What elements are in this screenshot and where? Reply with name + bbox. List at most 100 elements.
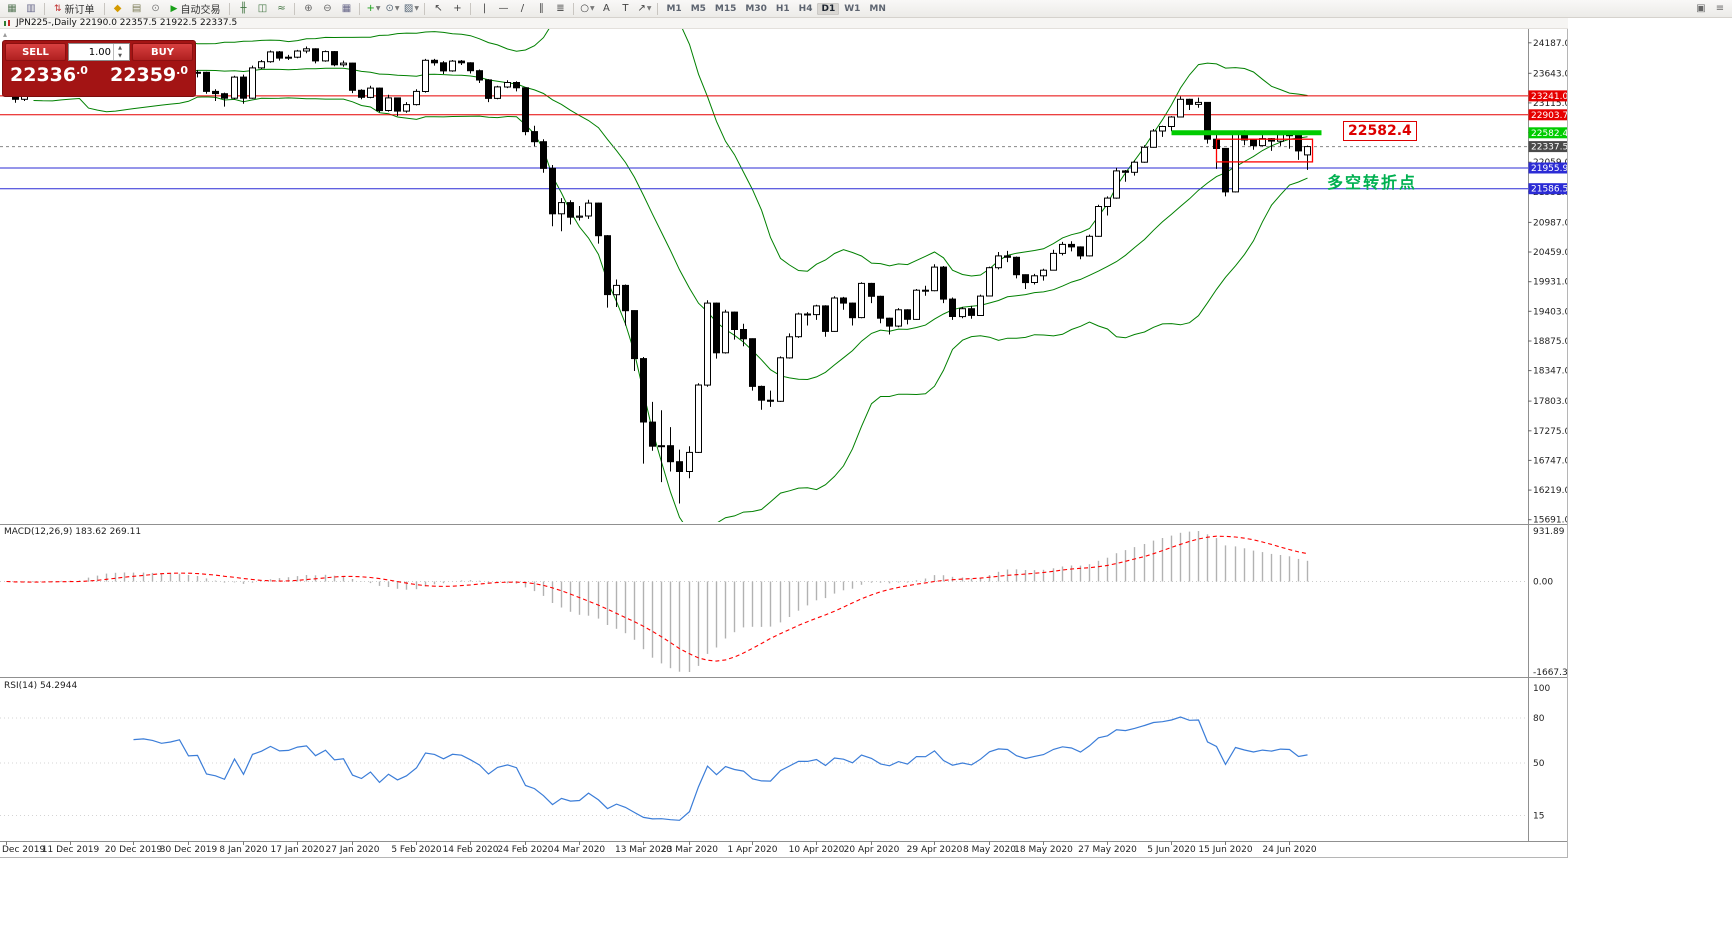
main-price-plot[interactable] — [0, 18, 1528, 532]
date-tick-label: 24 Feb 2020 — [497, 845, 553, 855]
macd-indicator-label: MACD(12,26,9) 183.62 269.11 — [4, 527, 142, 537]
buy-price[interactable]: 22359.0 — [110, 64, 188, 86]
new-order-button-label: 新订单 — [64, 5, 95, 16]
top-toolbar: ▦ ▥ ⇅ 新订单 ◆ ▤ ⊙ ▶ 自动交易 ╫ ◫ ≈ ⊕ ⊖ ▦ + ▼ ⊙ ▼ ▨ ▼ ↖ + | — / ∥ ≣ ○ ▼ A T ↗ ▼ M… — [0, 0, 1732, 18]
timeframe-mn[interactable]: MN — [869, 3, 886, 14]
timeframe-h4[interactable]: H4 — [798, 3, 813, 14]
rsi-axis-label: 100 — [1533, 684, 1550, 694]
window-list-icon[interactable]: ≡ — [1715, 2, 1725, 14]
date-tick-label: 5 Feb 2020 — [391, 845, 442, 855]
price-callout-label[interactable]: 22582.4 — [1343, 121, 1417, 141]
price-tick-label: 18875.0 — [1533, 337, 1568, 347]
metaeditor-icon[interactable]: ◆ — [113, 2, 122, 14]
price-axis[interactable]: 24187.023643.023115.022587.022059.021531… — [1528, 28, 1568, 842]
timeframe-m5[interactable]: M5 — [690, 3, 706, 14]
new-chart-icon[interactable]: ▦ — [7, 2, 17, 14]
sell-button[interactable]: SELL — [5, 43, 66, 61]
rsi-axis-label: 50 — [1533, 759, 1545, 769]
price-tick-label: 23643.0 — [1533, 69, 1568, 79]
crosshair-icon[interactable]: + — [453, 2, 462, 14]
auto-trading-button[interactable]: ▶ 自动交易 — [166, 1, 226, 17]
data-window-icon[interactable]: ▤ — [131, 2, 142, 14]
buy-button[interactable]: BUY — [132, 43, 193, 61]
price-tick-label: 19403.0 — [1533, 307, 1568, 317]
price-badge-22903.7 — [1528, 109, 1568, 121]
zoom-out-icon[interactable]: ⊖ — [323, 2, 332, 14]
line-chart-icon[interactable]: ≈ — [277, 2, 286, 14]
bollinger-lower-band[interactable] — [33, 96, 1308, 532]
tile-windows-icon[interactable]: ▦ — [341, 2, 352, 14]
chevron-down-icon: ▼ — [375, 4, 381, 12]
equidistant-channel-icon[interactable]: ∥ — [538, 2, 544, 14]
volume-input[interactable] — [69, 44, 113, 60]
cursor-icon[interactable]: ↖ — [434, 2, 443, 14]
one-click-panel-toggle[interactable]: ▴ — [3, 30, 8, 39]
history-center-icon[interactable]: ⊙ — [151, 2, 160, 14]
date-tick-label: 24 Jun 2020 — [1262, 845, 1316, 855]
chevron-down-icon: ▼ — [646, 4, 652, 12]
chart-title-bar[interactable]: JPN225-,Daily 22190.0 22357.5 21922.5 22… — [0, 18, 1568, 29]
macd-signal-line — [6, 535, 1308, 662]
chart-type-icon — [4, 19, 10, 26]
rsi-panel[interactable] — [0, 677, 1568, 821]
date-tick-label: 20 Dec 2019 — [105, 845, 163, 855]
templates-icon[interactable]: ▨ ▼ — [403, 2, 419, 14]
price-tick-label: 24187.0 — [1533, 39, 1568, 49]
chevron-down-icon: ▼ — [414, 4, 419, 12]
shapes-icon[interactable]: ○ ▼ — [580, 2, 595, 14]
timeframe-m15[interactable]: M15 — [714, 3, 737, 14]
timeframe-h1[interactable]: H1 — [775, 3, 790, 14]
date-tick-label: 27 Jan 2020 — [326, 845, 380, 855]
date-tick-label: 5 Jun 2020 — [1147, 845, 1196, 855]
timeframe-m30[interactable]: M30 — [745, 3, 767, 14]
timeframe-d1[interactable]: D1 — [817, 2, 840, 15]
vertical-line-icon[interactable]: | — [482, 2, 487, 14]
toolbar-separator — [573, 2, 575, 15]
indicators-icon[interactable]: + ▼ — [366, 2, 381, 14]
price-badge-current — [1528, 141, 1568, 153]
buy-button-label: BUY — [151, 46, 174, 58]
macd-axis-label: 0.00 — [1533, 578, 1553, 588]
timeframe-m1[interactable]: M1 — [666, 3, 682, 14]
zoom-in-icon[interactable]: ⊕ — [304, 2, 313, 14]
text-icon[interactable]: A — [603, 2, 610, 14]
chevron-down-icon: ▼ — [590, 4, 595, 12]
macd-panel[interactable] — [0, 524, 1568, 673]
chart-profiles-icon[interactable]: ▥ — [26, 2, 36, 14]
new-order-icon: ⇅ — [54, 3, 62, 14]
sell-price[interactable]: 22336.0 — [10, 64, 88, 86]
volume-up-icon[interactable]: ▲ — [118, 45, 122, 51]
timeframe-w1[interactable]: W1 — [844, 3, 861, 14]
date-tick-label: 20 Apr 2020 — [844, 845, 900, 855]
price-tick-label: 17275.0 — [1533, 427, 1568, 437]
auto-trading-icon: ▶ — [170, 3, 178, 14]
candlestick-chart-icon[interactable]: ◫ — [257, 2, 268, 14]
bar-chart-icon[interactable]: ╫ — [240, 2, 247, 14]
volume-down-icon[interactable]: ▼ — [118, 53, 122, 59]
arrows-icon[interactable]: ↗ ▼ — [637, 2, 652, 14]
price-badge-21955.9-text: 21955.9 — [1531, 164, 1568, 174]
consolidation-rectangle[interactable] — [1215, 138, 1314, 163]
trendline-icon[interactable]: / — [520, 2, 525, 14]
rsi-indicator-label: RSI(14) 54.2944 — [4, 681, 78, 691]
rsi-axis-label: 15 — [1533, 812, 1544, 822]
price-badge-21586.5-text: 21586.5 — [1531, 185, 1568, 195]
new-window-icon[interactable]: ▣ — [1696, 2, 1706, 14]
new-order-button[interactable]: ⇅ 新订单 — [49, 1, 100, 17]
chart-window[interactable]: JPN225-,Daily 22190.0 22357.5 21922.5 22… — [0, 18, 1568, 858]
text-label-icon[interactable]: T — [622, 2, 629, 14]
date-tick-label: 4 Mar 2020 — [554, 845, 606, 855]
rsi-axis-label: 80 — [1533, 714, 1545, 724]
date-tick-label: 18 May 2020 — [1014, 845, 1073, 855]
chevron-down-icon: ▼ — [394, 4, 400, 12]
bollinger-middle-band[interactable] — [33, 67, 1308, 381]
toolbar-separator — [103, 2, 105, 15]
chart-annotation-text[interactable]: 多空转折点 — [1327, 173, 1418, 192]
date-tick-label: 29 Apr 2020 — [907, 845, 963, 855]
horizontal-line-icon[interactable]: — — [498, 2, 509, 14]
fibonacci-icon[interactable]: ≣ — [556, 2, 565, 14]
periods-icon[interactable]: ⊙ ▼ — [385, 2, 400, 14]
